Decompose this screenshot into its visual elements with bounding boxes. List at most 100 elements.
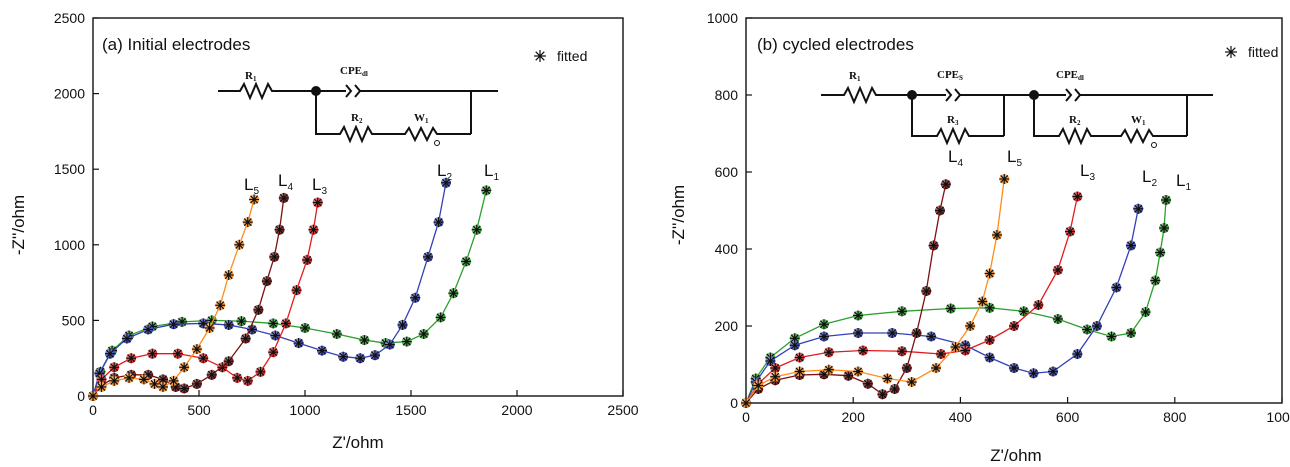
series-group-a: [88, 177, 492, 401]
legend-a: fitted: [534, 48, 587, 64]
fitted-marker-l1-a: [268, 318, 279, 329]
warburg-end-mark-b: [1151, 142, 1157, 148]
y-tick-label-a: 500: [62, 312, 86, 328]
fitted-marker-l5-b: [950, 342, 961, 352]
curve-label-l2-b: L2: [1142, 167, 1157, 189]
fitted-marker-l3-a: [312, 197, 323, 208]
circuit-node-2-b: [1029, 90, 1039, 100]
fitted-marker-l5-b: [741, 398, 751, 408]
fitted-marker-l2-a: [338, 351, 349, 362]
fitted-marker-l3-b: [1072, 191, 1083, 202]
fitted-marker-l4-a: [278, 192, 289, 203]
fitted-marker-l1-a: [481, 185, 492, 196]
plot-frame-a: [92, 17, 624, 397]
series-line-l1-a: [92, 190, 487, 397]
fitted-marker-l5-b: [906, 377, 917, 387]
fitted-marker-l1-b: [1155, 247, 1166, 258]
fitted-marker-l3-a: [308, 224, 319, 235]
fitted-marker-l5-b: [770, 371, 781, 382]
fitted-marker-l5-b: [977, 296, 988, 307]
fitted-marker-l1-a: [448, 288, 459, 299]
fitted-marker-l3-a: [302, 254, 313, 265]
curve-label-l1-b: L1: [1176, 171, 1191, 193]
fitted-marker-l1-b: [984, 302, 995, 313]
fitted-marker-l4-b: [934, 205, 945, 216]
y-tick-label-b: 200: [715, 318, 739, 334]
fitted-marker-l3-a: [172, 348, 183, 359]
series-line-l5-b: [745, 178, 1005, 404]
legend-fitted-marker-b: [1225, 46, 1237, 58]
curve-label-l5-a: L5: [244, 175, 259, 197]
circuit-branch-r2-b: [1033, 94, 1213, 146]
fitted-marker-l2-a: [384, 339, 395, 350]
fitted-marker-l4-a: [206, 369, 217, 380]
fitted-marker-l1-b: [1106, 331, 1117, 342]
fitted-marker-l3-a: [242, 375, 253, 386]
legend-b: fitted: [1225, 44, 1278, 60]
fitted-marker-l3-a: [268, 347, 279, 358]
x-axis-label-a: Z'/ohm: [332, 433, 383, 452]
fitted-marker-l1-b: [1161, 195, 1172, 205]
y-axis-label-b: -Z''/ohm: [669, 185, 688, 245]
x-tick-label-a: 2500: [607, 402, 638, 418]
fitted-marker-l2-b: [765, 356, 776, 366]
fitted-marker-l5-b: [853, 366, 864, 377]
fitted-marker-l2-a: [369, 350, 380, 361]
fitted-marker-l1-b: [1052, 314, 1063, 324]
fitted-marker-l1-b: [896, 306, 907, 317]
curve-label-l1-a: L1: [484, 161, 499, 183]
y-axis-label-a: -Z''/ohm: [9, 195, 28, 255]
x-tick-label-a: 0: [89, 402, 97, 418]
fitted-marker-l1-a: [177, 316, 188, 327]
fitted-marker-l4-b: [911, 328, 922, 338]
fitted-marker-l5-a: [179, 362, 190, 373]
fitted-marker-l3-a: [109, 362, 120, 373]
y-tick-label-b: 1000: [707, 10, 738, 26]
series-line-l2-b: [745, 208, 1139, 404]
fitted-marker-l4-b: [889, 384, 900, 394]
fitted-marker-l4-b: [921, 286, 932, 296]
fitted-marker-l2-b: [1072, 349, 1083, 359]
cpe-dl-symbol-b: [1065, 88, 1082, 102]
legend-fitted-marker-a: [534, 50, 546, 62]
series-l5-b: [741, 174, 1010, 408]
legend-asterisk-a: [534, 50, 546, 62]
fitted-marker-l5-a: [223, 270, 234, 281]
fitted-marker-l2-a: [410, 292, 421, 303]
fitted-marker-l3-a: [255, 366, 266, 377]
fitted-marker-l1-a: [418, 329, 429, 340]
fitted-marker-l2-a: [270, 330, 281, 341]
fitted-marker-l1-a: [331, 329, 342, 340]
fitted-marker-l2-b: [887, 328, 898, 338]
legend-fitted-label-a: fitted: [557, 48, 587, 64]
equivalent-circuit-b: [821, 85, 1213, 148]
x-tick-label-b: 400: [949, 409, 973, 425]
fitted-marker-l2-b: [1133, 203, 1144, 214]
axes-a: 0 500 1000 1500 2000 2500 0 500 1000 1500 2000 2500: [54, 10, 639, 418]
fitted-marker-l5-b: [753, 380, 764, 391]
fitted-marker-l1-b: [853, 310, 864, 321]
fitted-marker-l2-b: [984, 352, 995, 363]
legend-fitted-label-b: fitted: [1248, 44, 1278, 60]
fitted-marker-l2-b: [926, 331, 937, 342]
x-tick-label-a: 500: [187, 402, 211, 418]
circuit-label-r3-b: R3: [947, 114, 959, 127]
fitted-marker-l1-b: [1150, 275, 1161, 286]
equivalent-circuit-a: [218, 81, 498, 146]
y-tick-label-b: 0: [730, 395, 738, 411]
fitted-marker-l5-b: [984, 268, 995, 279]
fitted-marker-l5-a: [149, 378, 160, 389]
fitted-marker-l5-a: [204, 322, 215, 333]
fitted-marker-l3-a: [232, 372, 243, 383]
fitted-marker-l4-a: [274, 224, 285, 235]
fitted-marker-l3-b: [1065, 226, 1076, 237]
fitted-marker-l2-a: [247, 324, 257, 335]
fitted-marker-l5-b: [882, 373, 893, 384]
fitted-marker-l3-a: [147, 348, 158, 359]
fitted-marker-l1-a: [461, 256, 472, 267]
fitted-marker-l5-a: [109, 375, 120, 386]
fitted-marker-l5-b: [965, 321, 976, 331]
fitted-marker-l5-b: [931, 363, 942, 373]
curve-label-l3-b: L3: [1080, 161, 1095, 183]
fitted-marker-l4-a: [240, 333, 251, 344]
